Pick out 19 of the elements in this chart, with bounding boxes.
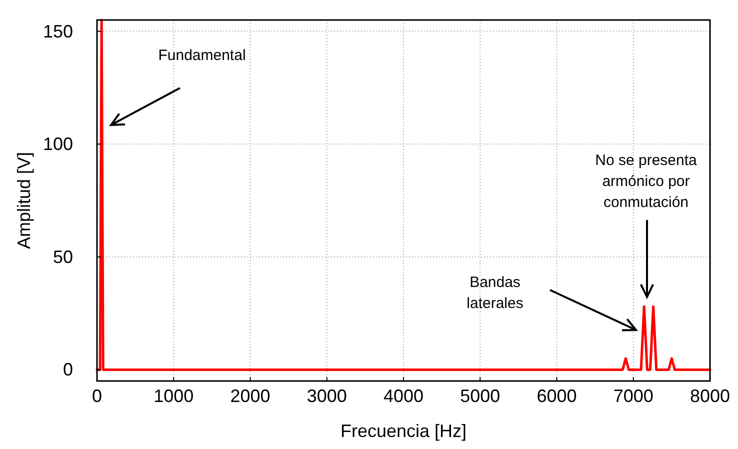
y-axis-title: Amplitud [V]	[14, 152, 34, 250]
y-tick-label: 50	[52, 246, 73, 267]
x-tick-label: 2000	[230, 386, 270, 406]
x-tick-label: 3000	[306, 386, 347, 406]
line-series	[96, 18, 712, 371]
x-tick-label: 7000	[613, 386, 654, 406]
x-tick-label: 4000	[383, 386, 424, 406]
y-tick-label: 150	[42, 21, 73, 42]
x-tick-label: 1000	[154, 386, 194, 406]
x-axis-title: Frecuencia [Hz]	[340, 421, 467, 441]
y-tick-label: 100	[42, 134, 73, 154]
annotation: Fundamental	[158, 47, 246, 64]
y-tick-label: 0	[62, 360, 73, 380]
annotation: No se presenta armónico por conmutación	[595, 152, 698, 211]
annotation: Bandas laterales	[466, 274, 524, 312]
x-tick-label: 8000	[690, 386, 730, 406]
x-tick-label: 0	[92, 386, 102, 406]
x-tick-label: 6000	[536, 386, 577, 406]
x-tick-label: 5000	[460, 386, 500, 406]
